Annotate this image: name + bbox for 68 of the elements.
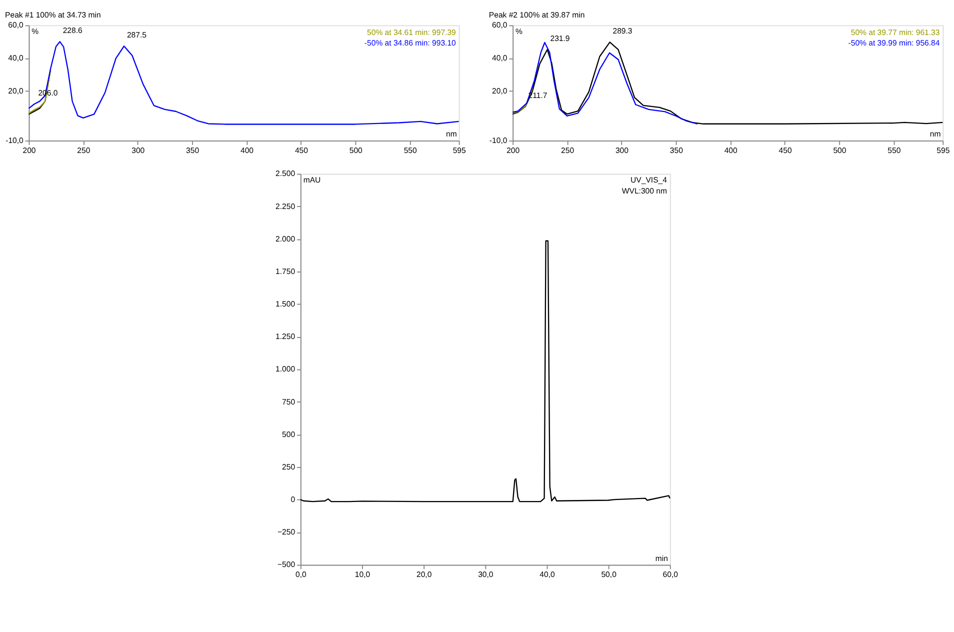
text: 50% at 34.61 min: 997.39 xyxy=(367,28,456,37)
x-tick-label: 30,0 xyxy=(478,570,494,579)
y-tick-label: 2.250 xyxy=(276,202,296,211)
x-tick-label: 60,0 xyxy=(662,570,679,579)
y-tick-label: 1.000 xyxy=(276,364,296,374)
x-tick-label: 300 xyxy=(615,146,630,155)
x-tick-label: 450 xyxy=(778,146,792,155)
line-series xyxy=(512,42,698,124)
y-tick-label: 20,0 xyxy=(492,86,508,96)
x-tick-label: 40,0 xyxy=(540,570,556,579)
x-tick-label: 450 xyxy=(294,146,309,155)
annotation: WVL:300 nm xyxy=(622,186,667,196)
x-tick-label: 10,0 xyxy=(354,570,371,579)
y-tick-label: 1.750 xyxy=(276,266,296,276)
chart-title: Peak #1 100% at 34.73 min xyxy=(5,10,101,20)
y-axis-title: % xyxy=(516,26,523,36)
x-tick-label: 400 xyxy=(724,146,738,155)
x-tick-label: 0,0 xyxy=(295,570,307,579)
x-tick-label: 350 xyxy=(186,146,200,155)
x-tick-label: 300 xyxy=(132,146,146,155)
chart-title: Peak #2 100% at 39.87 min xyxy=(488,10,585,20)
x-tick-label: 20,0 xyxy=(416,570,432,579)
x-axis-title: nm xyxy=(930,130,941,139)
y-tick-label: 40,0 xyxy=(8,54,24,63)
y-tick-label: 40,0 xyxy=(492,54,508,63)
x-tick-label: 500 xyxy=(833,146,847,155)
y-tick-label: 0 xyxy=(290,495,296,504)
annotation: 287.5 xyxy=(126,30,148,40)
x-tick-label: 250 xyxy=(77,146,91,155)
x-tick-label: 595 xyxy=(452,146,466,155)
line-series xyxy=(28,41,460,125)
y-tick-label: 1.250 xyxy=(276,332,296,342)
text: -50% at 39.99 min: 956.84 xyxy=(848,38,940,48)
y-tick-label: 2.500 xyxy=(276,169,296,178)
x-tick-label: 50,0 xyxy=(601,570,618,579)
line-series xyxy=(300,240,670,502)
x-tick-label: 550 xyxy=(888,146,902,155)
x-tick-label: 550 xyxy=(404,146,418,155)
x-axis-title: nm xyxy=(446,130,457,139)
y-axis-title: % xyxy=(32,26,39,36)
line-series xyxy=(512,42,944,124)
y-tick-label: −250 xyxy=(277,528,296,537)
annotation: 231.9 xyxy=(550,34,570,43)
y-tick-label: 1.500 xyxy=(276,300,296,309)
annotation: 228.6 xyxy=(62,26,82,35)
x-tick-label: 595 xyxy=(936,146,950,155)
x-axis-title: min xyxy=(655,554,668,563)
y-tick-label: -10,0 xyxy=(6,136,24,145)
y-tick-label: 60,0 xyxy=(8,20,24,30)
y-tick-label: 250 xyxy=(282,462,296,472)
x-tick-label: 500 xyxy=(349,146,364,155)
text: -50% at 34.86 min: 993.10 xyxy=(364,38,457,48)
y-tick-label: 60,0 xyxy=(492,20,508,30)
annotation: UV_VIS_4 xyxy=(630,176,668,185)
text: 50% at 39.77 min: 961.33 xyxy=(850,28,940,37)
x-tick-label: 400 xyxy=(240,146,254,155)
x-tick-label: 200 xyxy=(506,146,520,155)
y-tick-label: 500 xyxy=(282,430,296,439)
y-tick-label: −500 xyxy=(277,560,296,570)
x-tick-label: 350 xyxy=(670,146,684,155)
x-tick-label: 200 xyxy=(22,146,36,155)
x-tick-label: 250 xyxy=(561,146,575,155)
y-tick-label: 2.000 xyxy=(276,234,296,244)
y-axis-title: mAU xyxy=(303,176,322,185)
y-tick-label: 750 xyxy=(282,397,296,406)
annotation: 289.3 xyxy=(612,26,632,36)
y-tick-label: 20,0 xyxy=(8,86,24,96)
y-tick-label: -10,0 xyxy=(489,136,508,145)
